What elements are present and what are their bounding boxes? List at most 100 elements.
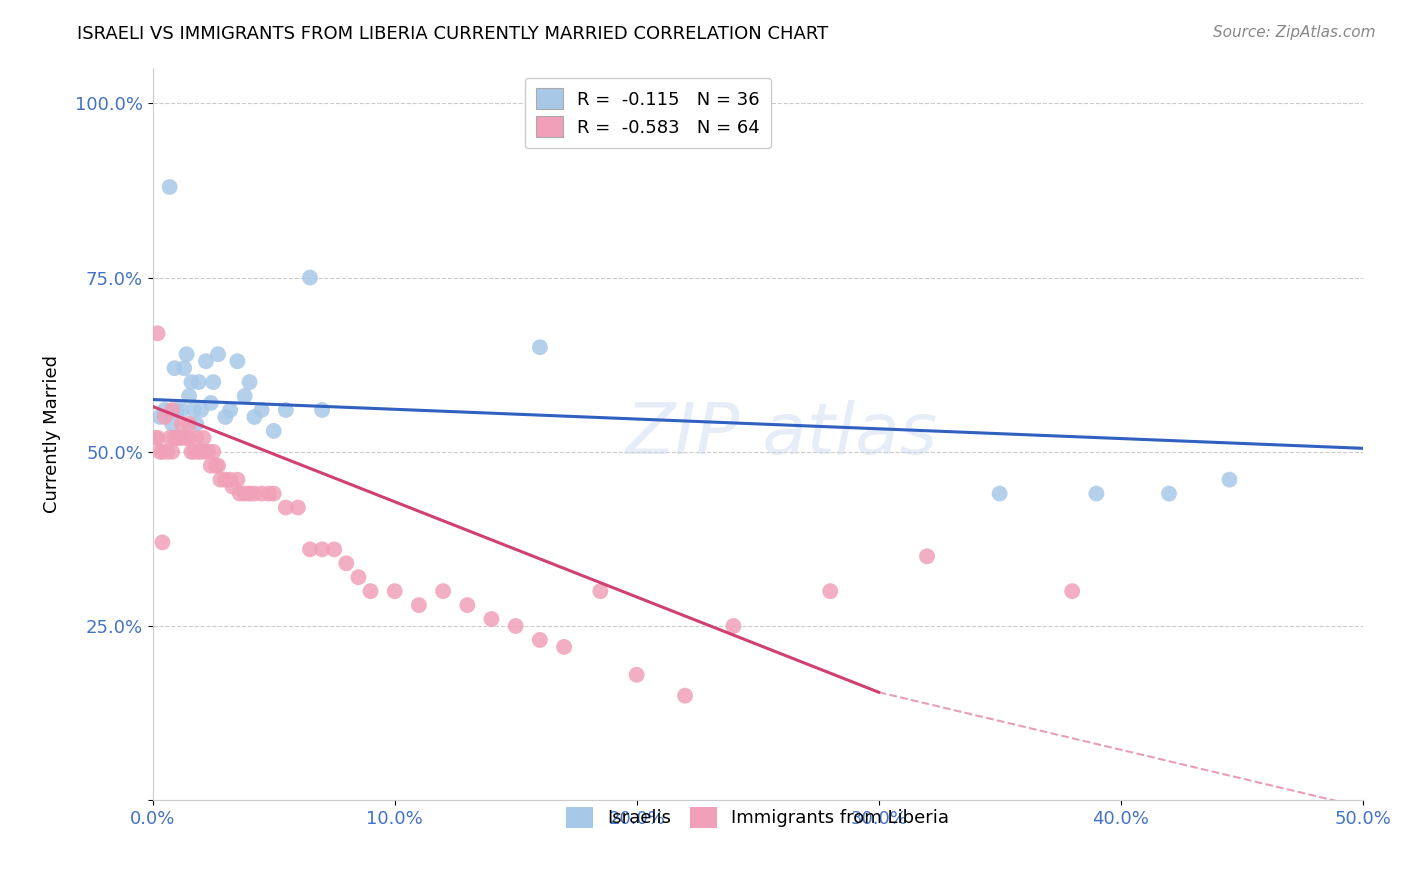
Point xyxy=(143,431,166,445)
Point xyxy=(160,403,183,417)
Point xyxy=(177,417,200,431)
Point xyxy=(149,409,172,424)
Point xyxy=(176,431,198,445)
Point xyxy=(219,403,242,417)
Point xyxy=(229,486,252,500)
Point xyxy=(160,417,183,431)
Point xyxy=(233,389,256,403)
Point xyxy=(988,486,1011,500)
Point xyxy=(194,444,217,458)
Y-axis label: Currently Married: Currently Married xyxy=(44,355,60,514)
Point xyxy=(673,689,696,703)
Point xyxy=(202,444,225,458)
Point xyxy=(311,542,333,557)
Point xyxy=(187,375,209,389)
Point xyxy=(250,486,273,500)
Point xyxy=(263,424,285,438)
Point xyxy=(187,444,209,458)
Point xyxy=(177,431,200,445)
Point xyxy=(190,444,212,458)
Point xyxy=(553,640,575,654)
Point xyxy=(180,375,202,389)
Point xyxy=(209,473,232,487)
Point xyxy=(347,570,370,584)
Point xyxy=(298,542,321,557)
Point xyxy=(384,584,406,599)
Point xyxy=(626,667,648,681)
Point xyxy=(233,486,256,500)
Point xyxy=(146,326,169,341)
Point xyxy=(180,444,202,458)
Point xyxy=(177,389,200,403)
Point xyxy=(153,409,176,424)
Text: Source: ZipAtlas.com: Source: ZipAtlas.com xyxy=(1212,25,1375,40)
Point xyxy=(1085,486,1108,500)
Point xyxy=(243,486,266,500)
Point xyxy=(274,403,297,417)
Point xyxy=(274,500,297,515)
Point xyxy=(214,473,236,487)
Point xyxy=(335,556,357,570)
Point xyxy=(505,619,527,633)
Point xyxy=(169,431,191,445)
Point xyxy=(190,403,212,417)
Point xyxy=(176,347,198,361)
Point xyxy=(159,431,181,445)
Point xyxy=(1218,473,1240,487)
Point xyxy=(159,180,181,194)
Point xyxy=(238,375,260,389)
Point xyxy=(146,431,169,445)
Point xyxy=(207,458,229,473)
Point xyxy=(323,542,346,557)
Point xyxy=(915,549,938,564)
Point xyxy=(226,473,249,487)
Point xyxy=(263,486,285,500)
Point xyxy=(152,535,174,549)
Text: ISRAELI VS IMMIGRANTS FROM LIBERIA CURRENTLY MARRIED CORRELATION CHART: ISRAELI VS IMMIGRANTS FROM LIBERIA CURRE… xyxy=(77,25,828,43)
Point xyxy=(250,403,273,417)
Point xyxy=(166,403,188,417)
Point xyxy=(160,444,183,458)
Point xyxy=(153,403,176,417)
Point xyxy=(183,444,205,458)
Point xyxy=(214,409,236,424)
Point xyxy=(408,598,430,612)
Point xyxy=(163,431,186,445)
Point xyxy=(200,396,222,410)
Point xyxy=(166,431,188,445)
Point xyxy=(243,409,266,424)
Point xyxy=(183,403,205,417)
Point xyxy=(287,500,309,515)
Point xyxy=(156,444,179,458)
Point xyxy=(193,431,215,445)
Text: ZIP atlas: ZIP atlas xyxy=(626,400,938,469)
Point xyxy=(197,444,219,458)
Point xyxy=(152,444,174,458)
Point xyxy=(173,431,195,445)
Legend: Israelis, Immigrants from Liberia: Israelis, Immigrants from Liberia xyxy=(558,800,956,835)
Point xyxy=(219,473,242,487)
Point xyxy=(1062,584,1084,599)
Point xyxy=(481,612,503,626)
Point xyxy=(186,417,208,431)
Point xyxy=(200,458,222,473)
Point xyxy=(170,403,193,417)
Point xyxy=(226,354,249,368)
Point xyxy=(723,619,745,633)
Point xyxy=(360,584,382,599)
Point xyxy=(529,632,551,647)
Point xyxy=(170,417,193,431)
Point xyxy=(186,431,208,445)
Point xyxy=(207,347,229,361)
Point xyxy=(163,361,186,376)
Point xyxy=(1157,486,1180,500)
Point xyxy=(149,444,172,458)
Point xyxy=(204,458,226,473)
Point xyxy=(202,375,225,389)
Point xyxy=(529,340,551,354)
Point xyxy=(818,584,841,599)
Point xyxy=(311,403,333,417)
Point xyxy=(169,431,191,445)
Point xyxy=(257,486,280,500)
Point xyxy=(238,486,260,500)
